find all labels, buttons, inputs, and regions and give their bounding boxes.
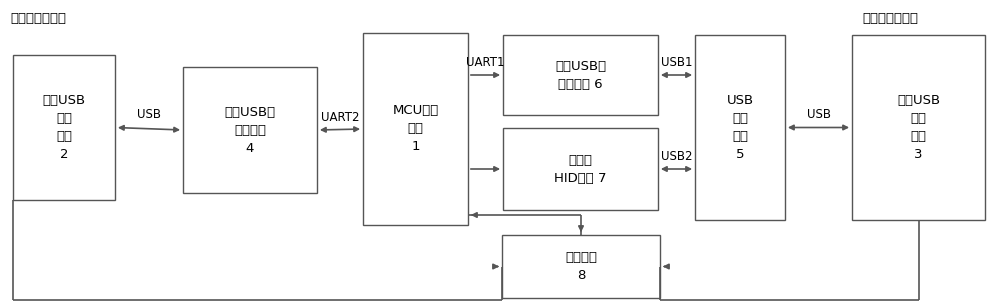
Text: USB
扩展
电路
5: USB 扩展 电路 5 [726,94,754,161]
Text: 电源管理
8: 电源管理 8 [565,251,597,282]
Text: USB: USB [806,108,830,121]
Text: 接收银系统设备: 接收银系统设备 [862,11,918,25]
Text: USB2: USB2 [661,150,692,163]
Bar [503,128,658,210]
Bar [695,35,785,220]
Text: 接刷脸支付设备: 接刷脸支付设备 [10,11,66,25]
Text: USB: USB [137,108,161,121]
Text: 串口转
HID电路 7: 串口转 HID电路 7 [554,153,607,184]
Bar [502,235,660,298]
Bar [852,35,985,220]
Text: 第二USB转
串口电路 6: 第二USB转 串口电路 6 [555,59,606,91]
Bar [183,67,317,193]
Text: 第一USB
接口
电路
2: 第一USB 接口 电路 2 [42,94,86,161]
Text: 第一USB转
串口电路
4: 第一USB转 串口电路 4 [224,106,276,155]
Bar [503,35,658,115]
Text: MCU系统
电路
1: MCU系统 电路 1 [392,104,439,153]
Text: UART1: UART1 [466,56,505,69]
Bar [13,55,115,200]
Text: USB1: USB1 [661,56,692,69]
Text: 第二USB
接口
电路
3: 第二USB 接口 电路 3 [897,94,940,161]
Bar [363,33,468,225]
Text: UART2: UART2 [321,111,359,124]
